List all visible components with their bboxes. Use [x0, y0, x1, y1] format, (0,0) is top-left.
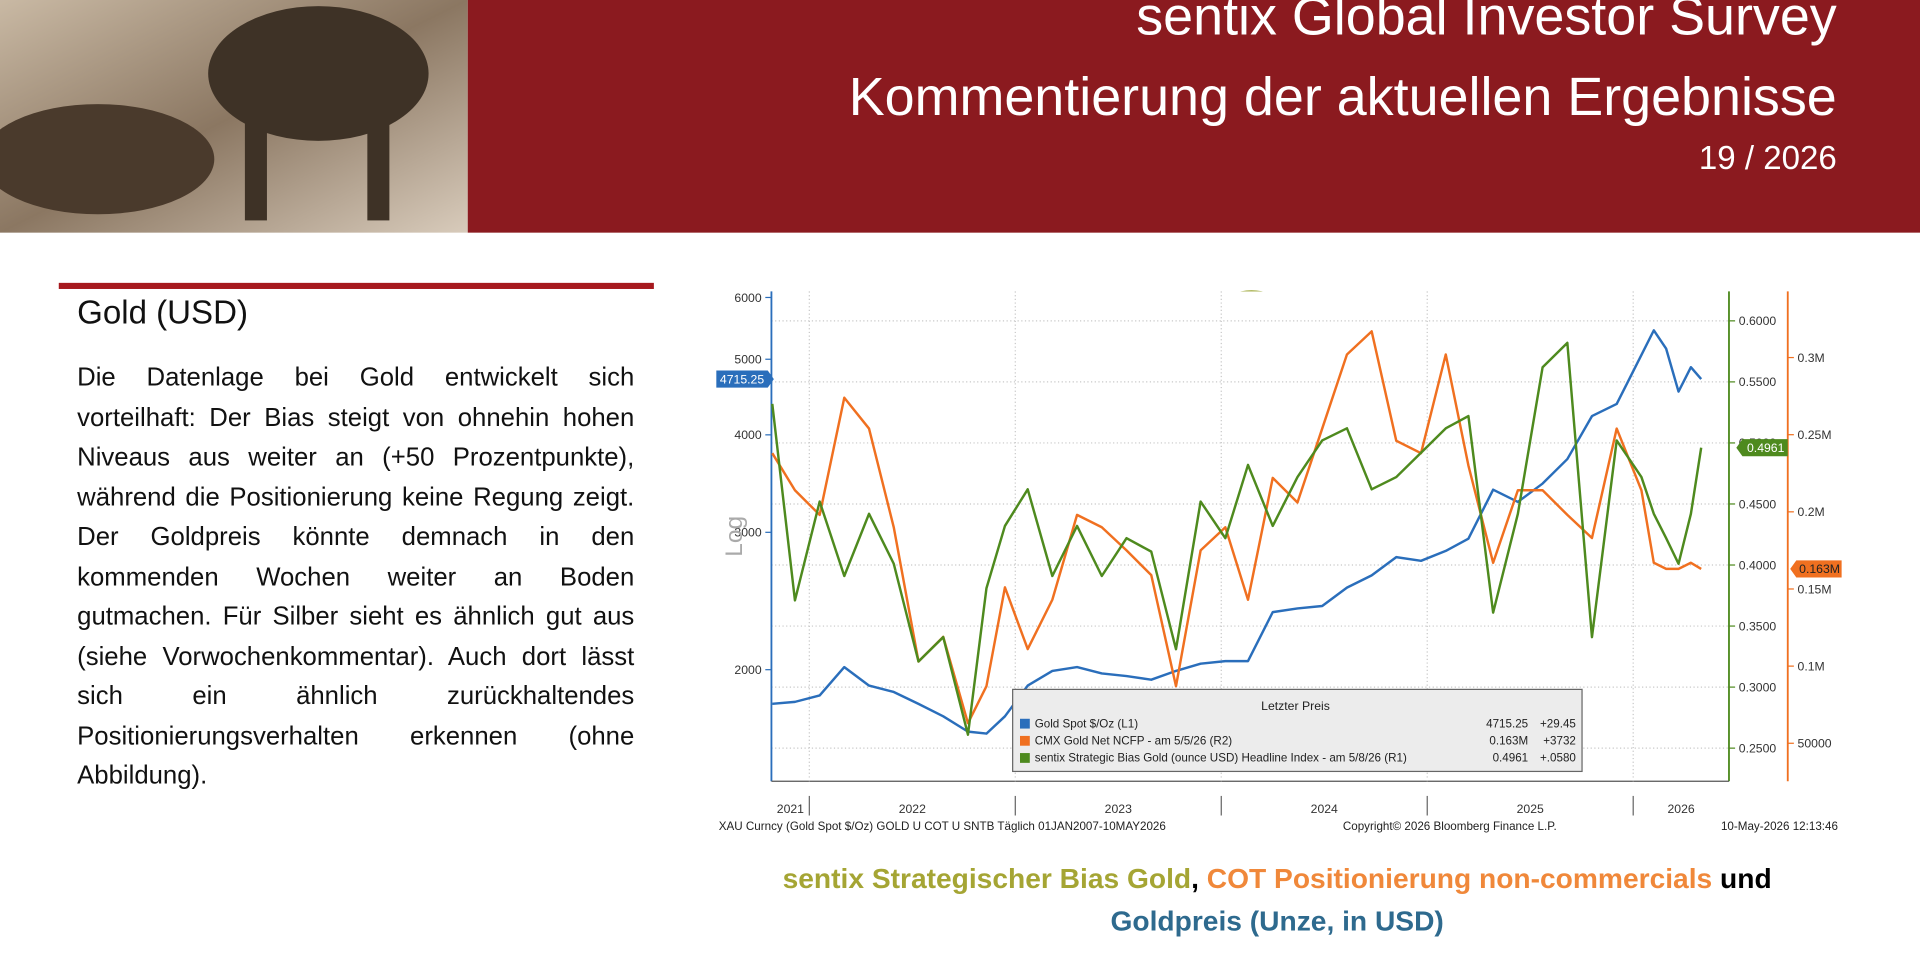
legend-label: sentix Strategic Bias Gold (ounce USD) H…	[1035, 752, 1407, 765]
last-value-flag: 0.4961	[1736, 439, 1788, 457]
y-tick-label: 3000	[734, 526, 761, 540]
section-rule	[58, 282, 654, 289]
caption-part: ,	[1191, 862, 1199, 894]
x-tick-label: 2026	[1667, 802, 1694, 816]
series-line	[771, 341, 1703, 736]
caption-part: COT Positionierung non-commercials	[1206, 862, 1713, 894]
legend-box	[1012, 688, 1583, 773]
legend-swatch	[1020, 718, 1030, 729]
legend-label: CMX Gold Net NCFP - am 5/5/26 (R2)	[1035, 734, 1233, 747]
caption-part: und	[1720, 862, 1772, 894]
y3-tick-label: 50000	[1798, 737, 1832, 751]
legend-label: Gold Spot $/Oz (L1)	[1035, 717, 1139, 730]
y2-tick-label: 0.3500	[1739, 619, 1777, 633]
flag-shape	[716, 370, 774, 388]
legend-last: 4715.25	[1486, 717, 1528, 730]
legend-change: +3732	[1543, 734, 1576, 747]
x-tick-label: 2023	[1105, 802, 1132, 816]
legend-last: 0.163M	[1489, 734, 1528, 747]
y3-tick-label: 0.15M	[1798, 582, 1832, 596]
flag-label: 4715.25	[720, 372, 764, 386]
caption-part: Goldpreis (Unze, in USD)	[1110, 904, 1444, 937]
issue-number: 19 / 2026	[1699, 140, 1837, 177]
legend-swatch	[1020, 735, 1030, 746]
y3-tick-label: 0.3M	[1798, 351, 1825, 365]
y2-tick-label: 0.4000	[1739, 558, 1777, 572]
flag-shape	[1790, 560, 1842, 578]
y-axis-label: Log	[721, 516, 748, 557]
last-value-flag: 4715.25	[716, 370, 774, 388]
bull-leg	[367, 122, 390, 221]
y2-tick-label: 0.3000	[1739, 680, 1777, 694]
bull-sculpture	[208, 6, 429, 141]
y2-tick-label: 0.4500	[1739, 497, 1777, 511]
y2-tick-label: 0.2500	[1739, 741, 1777, 755]
section-heading: Gold (USD)	[77, 293, 248, 331]
chart-caption: sentix Strategischer Bias Gold, COT Posi…	[710, 857, 1844, 943]
chart-timestamp: 10-May-2026 12:13:46	[1721, 820, 1838, 833]
y3-tick-label: 0.1M	[1798, 659, 1825, 673]
y2-tick-label: 0.5500	[1739, 375, 1777, 389]
section-body: Die Datenlage bei Gold entwickelt sich v…	[77, 363, 635, 790]
legend-title: Letzter Preis	[1261, 699, 1330, 713]
flag-label: 0.163M	[1799, 562, 1840, 576]
bull-leg	[244, 122, 267, 221]
bear-sculpture	[0, 104, 215, 215]
y3-tick-label: 0.2M	[1798, 505, 1825, 519]
legend-change: +29.45	[1540, 717, 1576, 730]
last-value-flag: 0.163M	[1790, 560, 1842, 578]
header-title: Kommentierung der aktuellen Ergebnisse	[849, 67, 1837, 127]
y-tick-label: 2000	[734, 663, 761, 677]
flag-label: 0.4961	[1747, 441, 1785, 455]
legend-swatch	[1020, 753, 1030, 763]
chart-copyright: Copyright© 2026 Bloomberg Finance L.P.	[1343, 820, 1557, 833]
x-tick-label: 2024	[1311, 802, 1338, 816]
header-title: sentix Global Investor Survey	[1136, 0, 1837, 46]
header-band	[467, 0, 1920, 233]
y2-tick-label: 0.6000	[1739, 314, 1777, 328]
x-tick-label: 2022	[899, 802, 926, 816]
series-line	[772, 329, 1703, 735]
y3-tick-label: 0.25M	[1798, 428, 1832, 442]
y-tick-label: 5000	[734, 353, 761, 367]
caption-part: sentix Strategischer Bias Gold	[782, 862, 1192, 894]
x-tick-label: 2021	[777, 802, 804, 816]
flag-shape	[1736, 439, 1788, 457]
chart-source: XAU Curncy (Gold Spot $/Oz) GOLD U COT U…	[719, 820, 1166, 833]
legend-last: 0.4961	[1493, 752, 1529, 765]
y-tick-label: 6000	[734, 291, 761, 305]
legend: Letzter Preis Gold Spot $/Oz (L1) 4715.25 +…	[1012, 688, 1583, 773]
legend-change: +.0580	[1540, 752, 1576, 765]
x-tick-label: 2025	[1517, 802, 1544, 816]
y-tick-label: 4000	[734, 428, 761, 442]
